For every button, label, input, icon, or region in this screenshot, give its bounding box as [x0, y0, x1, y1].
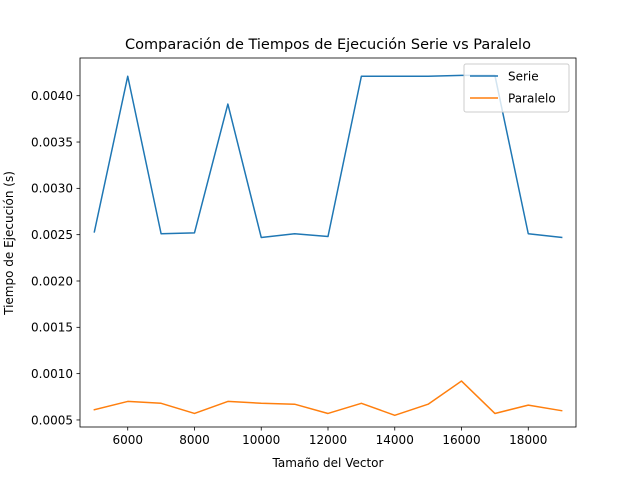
plot-area	[79, 57, 577, 428]
y-tick-label: 0.0010	[31, 367, 73, 381]
legend: Serie Paralelo	[463, 63, 570, 113]
y-axis: 0.0005 0.0010 0.0015 0.0020 0.0025 0.0030 0.00…	[31, 89, 80, 427]
y-tick-label: 0.0025	[31, 228, 73, 242]
y-tick-label: 0.0005	[31, 413, 73, 427]
x-tick-label: 16000	[442, 433, 480, 447]
y-tick-label: 0.0015	[31, 321, 73, 335]
y-tick-label: 0.0040	[31, 89, 73, 103]
x-tick-label: 18000	[509, 433, 547, 447]
x-tick-label: 6000	[112, 433, 143, 447]
x-tick-label: 12000	[309, 433, 347, 447]
y-axis-label: Tiempo de Ejecución (s)	[2, 171, 16, 316]
axes-background	[80, 58, 576, 427]
x-tick-label: 10000	[242, 433, 280, 447]
y-tick-label: 0.0030	[31, 182, 73, 196]
legend-label: Serie	[508, 69, 539, 83]
y-tick-label: 0.0020	[31, 274, 73, 288]
y-tick-label: 0.0035	[31, 135, 73, 149]
series-line-paralelo	[93, 380, 563, 417]
x-axis-label: Tamaño del Vector	[272, 456, 384, 470]
chart-title: Comparación de Tiempos de Ejecución Seri…	[125, 37, 531, 53]
x-tick-label: 8000	[179, 433, 210, 447]
x-tick-label: 14000	[376, 433, 414, 447]
x-axis: 6000 8000 10000 12000 14000 16000 18000	[112, 427, 547, 447]
legend-label: Paralelo	[508, 91, 556, 105]
